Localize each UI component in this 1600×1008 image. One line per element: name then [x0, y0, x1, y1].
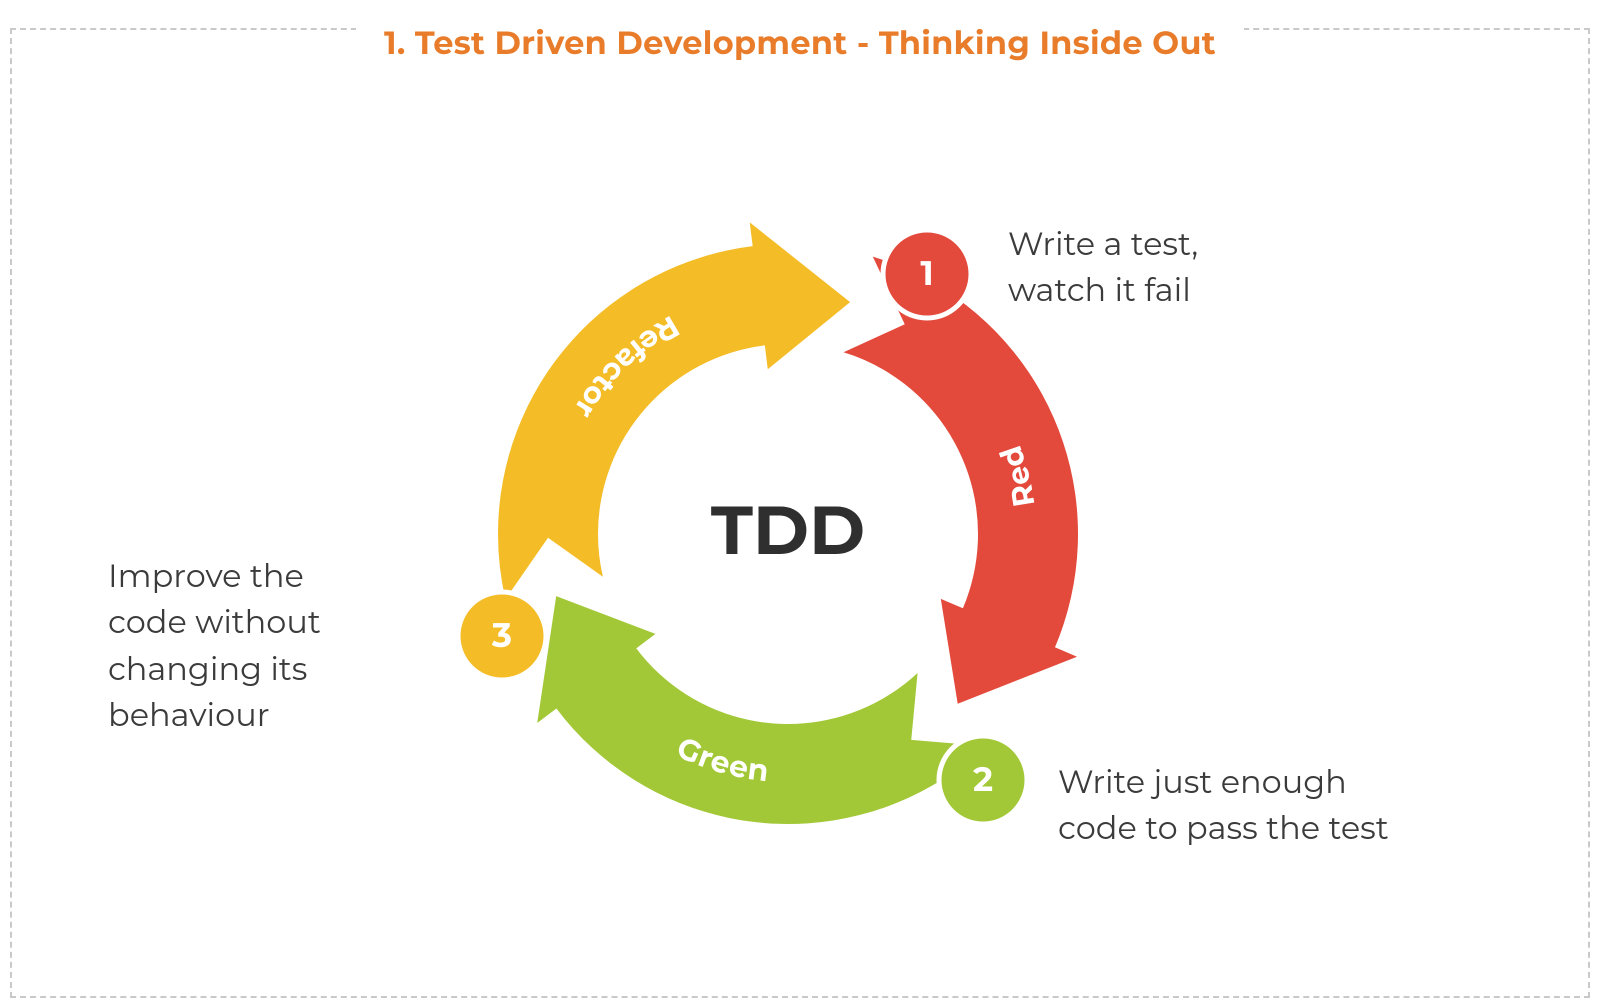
desc-red: Write a test,watch it fail — [1008, 222, 1408, 315]
center-label: TDD — [668, 489, 908, 572]
arc-red — [844, 257, 1078, 704]
badge-number-red: 1 — [920, 252, 933, 294]
desc-green: Write just enoughcode to pass the test — [1058, 760, 1558, 853]
desc-refactor: Improve thecode withoutchanging itsbehav… — [108, 554, 438, 740]
badge-number-green: 2 — [973, 758, 993, 800]
badge-number-refactor: 3 — [491, 614, 512, 656]
arc-green — [537, 596, 986, 824]
